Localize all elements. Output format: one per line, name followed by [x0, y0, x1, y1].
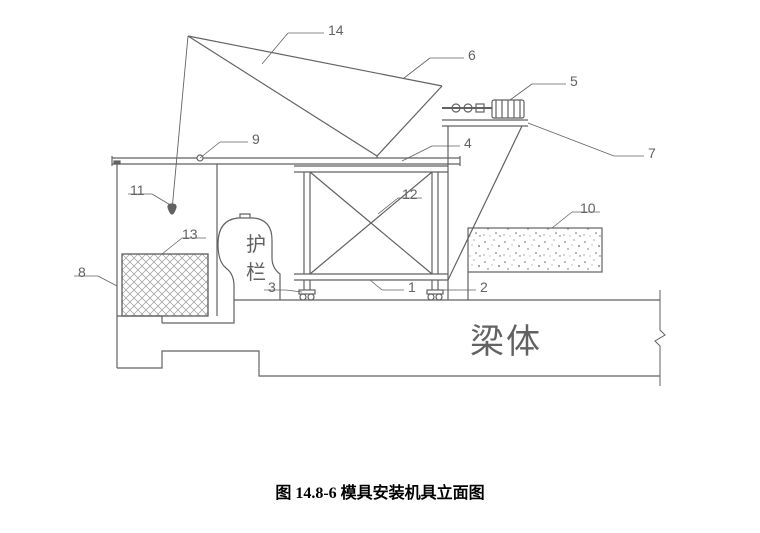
label-1: 1: [408, 279, 416, 295]
guardrail-label-bottom: 栏: [246, 256, 266, 285]
diagram-svg: [62, 18, 698, 438]
label-2: 2: [480, 279, 488, 295]
figure-caption: 图 14.8-6 模具安装机具立面图: [0, 479, 760, 503]
guardrail-label-top: 护: [246, 228, 266, 257]
hook: [168, 204, 176, 214]
diagram-container: 14 6 5 7 4 9 11 13 8 12 10 1 2 3 护 栏 梁体: [62, 18, 698, 438]
box-10: [468, 228, 602, 272]
label-4: 4: [464, 135, 472, 151]
label-10: 10: [580, 200, 596, 216]
label-12: 12: [402, 186, 418, 202]
label-5: 5: [570, 73, 578, 89]
label-3: 3: [268, 279, 276, 295]
label-7: 7: [648, 145, 656, 161]
frame-feet: [299, 280, 443, 300]
label-9: 9: [252, 131, 260, 147]
box-13: [122, 254, 208, 316]
label-14: 14: [328, 22, 344, 38]
label-11: 11: [130, 182, 145, 198]
label-6: 6: [468, 47, 476, 63]
boom-top: [188, 36, 442, 86]
label-8: 8: [78, 264, 86, 280]
beam-label: 梁体: [470, 314, 542, 363]
label-13: 13: [182, 226, 198, 242]
